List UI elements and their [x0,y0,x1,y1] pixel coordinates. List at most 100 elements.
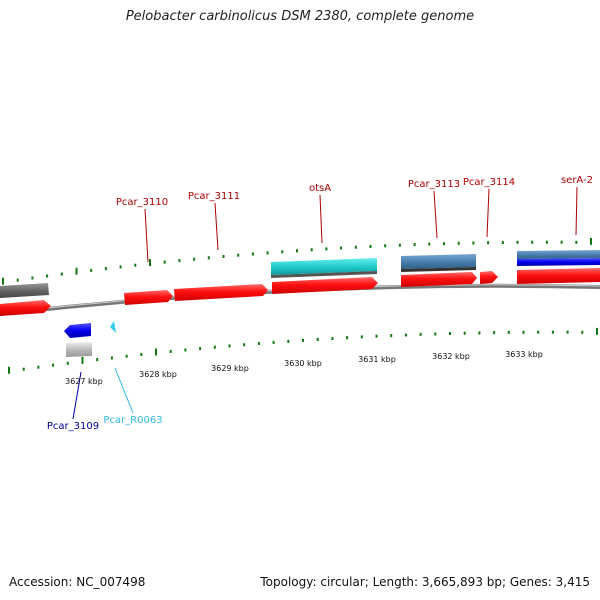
tick-mark [66,361,69,365]
gene-feature-pcar-3113-block [401,254,476,269]
tick-mark [222,255,225,258]
gene-arrow-pcar-3109 [64,323,91,338]
tick-mark [184,348,187,352]
gene-arrow-pcar-3110 [124,290,173,305]
gene-feature-gray [0,283,49,298]
gene-label-pcar-3113: Pcar_3113 [408,179,460,190]
tick-mark [413,243,416,247]
tick-mark [501,241,504,244]
tick-mark [487,241,490,245]
gene-feature-sera-blue [517,258,600,266]
tick-mark [507,330,510,334]
tick-mark [251,252,254,256]
tick-mark [390,334,393,338]
tick-mark [104,267,107,271]
gene-label-pcar-r0063: Pcar_R0063 [103,415,162,426]
tick-mark [434,332,437,336]
scale-label: 3629 kbp [211,364,249,373]
tick-mark [522,330,525,334]
tick-mark [369,245,372,248]
top-tick-track [2,237,592,285]
gene-label-pcar-3114: Pcar_3114 [463,177,515,188]
tick-mark [207,256,210,260]
tick-mark [75,267,78,275]
scale-label: 3627 kbp [65,377,103,386]
leader-pcar-3114 [486,188,490,238]
tick-mark [360,335,363,339]
tick-mark [169,350,172,353]
gene-feature-otsa-rna [271,258,377,275]
leader-pcar-3109 [72,371,82,420]
genome-title: Pelobacter carbinolicus DSM 2380, comple… [125,9,475,24]
tick-mark [31,276,34,280]
tick-mark [340,246,343,250]
tick-mark [46,274,49,278]
tick-mark [516,240,519,244]
tick-mark [537,330,540,334]
accession-text: Accession: NC_007498 [9,575,146,589]
tick-mark [354,245,357,249]
tick-mark [213,345,216,349]
tick-mark [287,339,290,343]
gene-label-pcar-3110: Pcar_3110 [116,197,168,208]
tick-mark [266,251,269,255]
tick-mark [199,347,202,351]
tick-mark [228,344,231,348]
tick-mark [125,354,128,358]
tick-mark [375,334,378,338]
tick-mark [560,240,563,244]
gene-label-sera-2: serA-2 [561,175,593,186]
tick-mark [281,250,284,254]
tick-mark [90,268,93,272]
tick-mark [551,330,554,334]
gene-feature-pcar-3113-base [401,267,476,272]
tick-mark [178,259,181,263]
gene-label-otsa: otsA [309,183,331,194]
tick-mark [257,342,260,345]
gene-feature-gray-lower [66,342,92,357]
bottom-tick-track [8,327,598,374]
tick-mark [590,237,592,245]
tick-mark [404,333,407,337]
tick-mark [272,340,275,344]
tick-mark [581,330,584,334]
tick-mark [472,241,475,245]
tick-mark [493,331,496,335]
leader-pcar-r0063 [114,367,134,414]
tick-mark [531,240,534,244]
genome-summary-text: Topology: circular; Length: 3,665,893 bp… [260,575,590,589]
tick-mark [96,358,99,362]
tick-mark [419,332,422,336]
scale-label: 3628 kbp [139,370,177,379]
tick-mark [443,242,445,246]
gene-feature-sera-block [517,250,600,259]
tick-mark [310,248,313,252]
tick-mark [545,240,548,244]
tick-mark [457,241,460,245]
tick-mark [596,327,598,335]
tick-mark [140,353,143,356]
gene-label-pcar-3111: Pcar_3111 [188,191,240,202]
leader-pcar-3110 [144,208,149,263]
gene-feature-pcar-r0063 [110,321,116,333]
gene-arrow-pcar-3113 [401,272,477,287]
tick-mark [478,331,481,335]
tick-mark [243,343,246,347]
tick-mark [325,247,328,251]
tick-mark [2,277,4,285]
tick-mark [449,332,451,335]
tick-mark [463,331,466,335]
leader-pcar-3111 [214,202,219,251]
tick-mark [22,367,25,371]
leader-otsa [319,194,323,244]
scale-label: 3633 kbp [505,350,543,359]
tick-mark [110,356,113,360]
tick-mark [302,338,304,342]
tick-mark [296,249,298,253]
tick-mark [346,336,349,340]
tick-mark [37,365,40,369]
tick-mark [384,244,387,248]
gene-arrow-pcar-3111 [174,284,268,301]
tick-mark [60,272,63,276]
